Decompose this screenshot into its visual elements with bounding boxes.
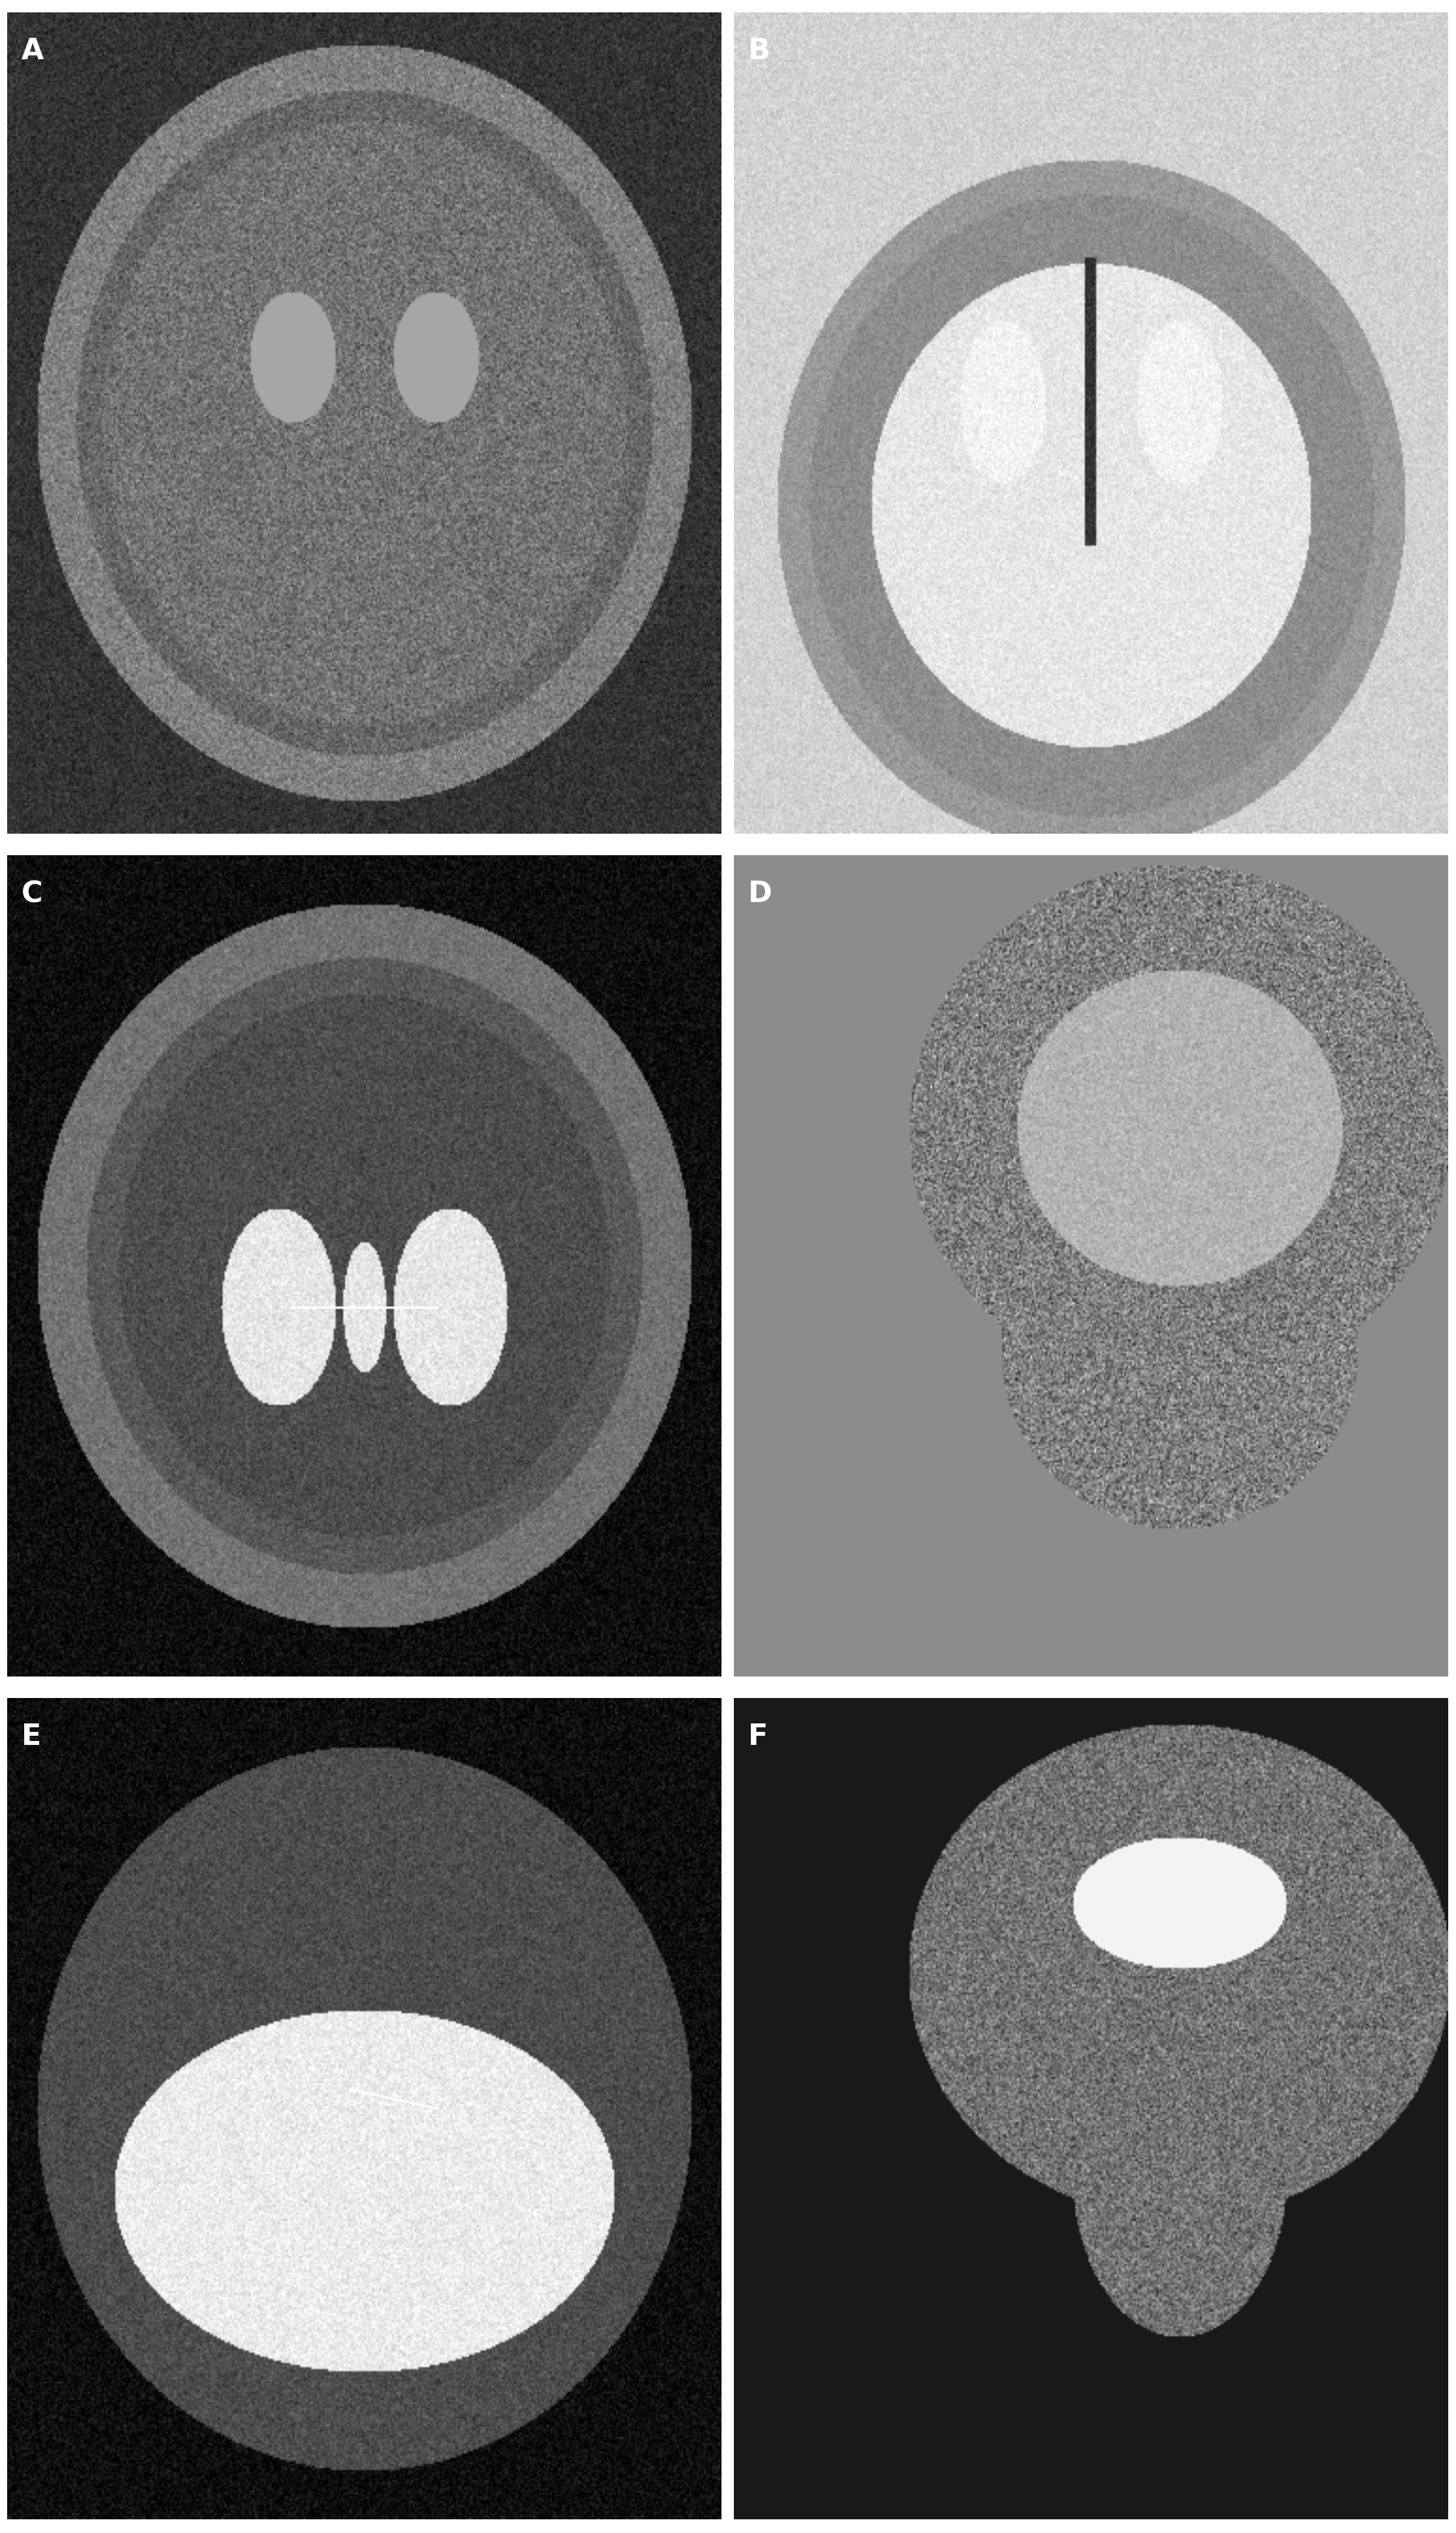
Text: C: C xyxy=(22,879,42,907)
Text: E: E xyxy=(22,1722,41,1750)
Text: B: B xyxy=(748,38,770,66)
Text: F: F xyxy=(748,1722,767,1750)
Text: D: D xyxy=(748,879,772,907)
Text: A: A xyxy=(22,38,44,66)
